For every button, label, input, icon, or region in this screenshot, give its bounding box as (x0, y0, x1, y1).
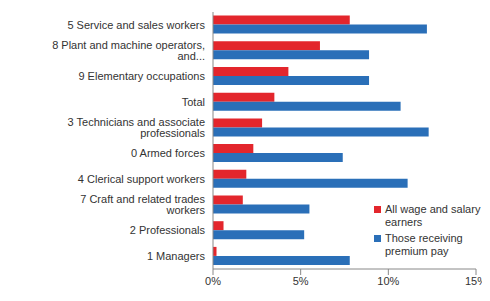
svg-text:5%: 5% (293, 275, 309, 287)
html-text:Those receiving premium pay: Those receiving premium pay (385, 232, 463, 257)
svg-text:3 Technicians and associatepro: 3 Technicians and associateprofessionals (68, 116, 206, 139)
svg-text:4 Clerical support workers: 4 Clerical support workers (78, 173, 206, 185)
svg-text:2 Professionals: 2 Professionals (130, 224, 206, 236)
html-text:All wage and salary earners: All wage and salary earners (385, 203, 481, 228)
svg-text:8 Plant and machine operators,: 8 Plant and machine operators,and... (52, 39, 205, 62)
svg-text:5 Service and sales workers: 5 Service and sales workers (67, 19, 205, 31)
svg-text:7 Craft and related tradeswork: 7 Craft and related tradesworkers (80, 193, 205, 216)
svg-text:0 Armed forces: 0 Armed forces (131, 147, 205, 159)
svg-text:Total: Total (182, 96, 205, 108)
svg-text:9 Elementary occupations: 9 Elementary occupations (78, 70, 205, 82)
svg-text:0%: 0% (205, 275, 221, 287)
svg-text:15%: 15% (465, 275, 482, 287)
svg-text:1 Managers: 1 Managers (147, 250, 206, 262)
svg-text:10%: 10% (377, 275, 399, 287)
